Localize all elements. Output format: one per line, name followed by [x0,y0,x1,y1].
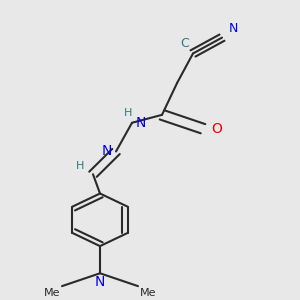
Text: C: C [180,38,189,50]
Text: H: H [76,161,85,171]
Text: O: O [211,122,222,136]
Text: Me: Me [44,288,60,298]
Text: N: N [95,274,105,289]
Text: H: H [124,108,132,118]
Text: N: N [102,145,112,158]
Text: N: N [136,116,146,130]
Text: Me: Me [140,288,156,298]
Text: N: N [229,22,238,35]
